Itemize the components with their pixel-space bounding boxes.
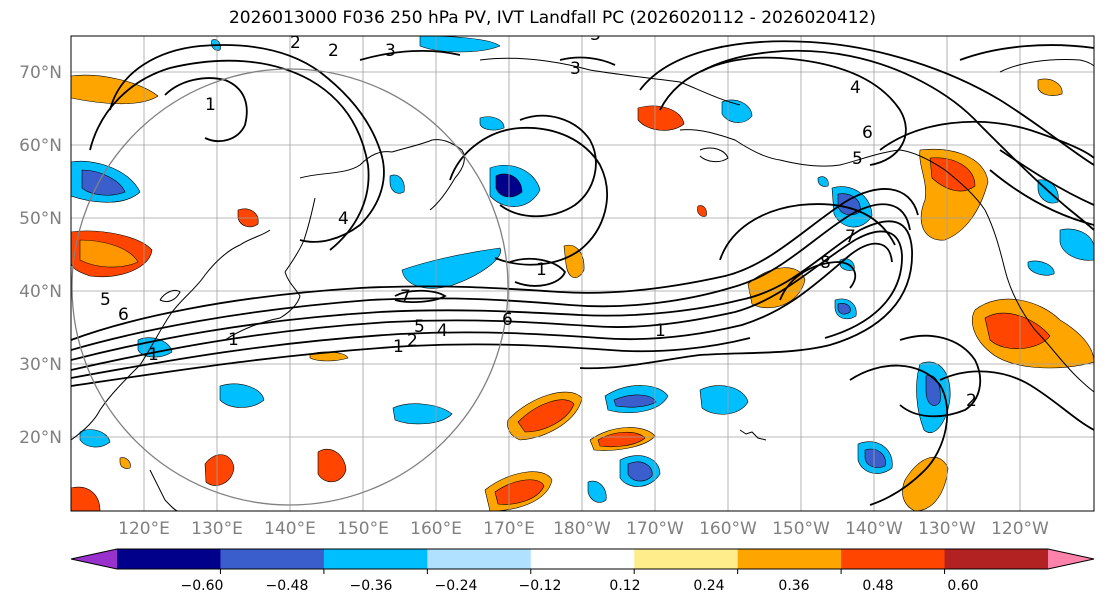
colorbar-swatch <box>634 549 739 569</box>
lon-label: 170°E <box>483 519 535 539</box>
map-title: 2026013000 F036 250 hPa PV, IVT Landfall… <box>228 8 876 28</box>
lon-label: 160°E <box>410 519 462 539</box>
lat-label: 70°N <box>19 63 62 83</box>
colorbar-swatch <box>220 549 325 569</box>
reference-circle <box>71 68 509 506</box>
contour-label: 1 <box>228 330 239 350</box>
contour-label: 4 <box>850 78 861 98</box>
pv-anomaly-fills <box>71 36 1094 511</box>
colorbar-outline <box>70 548 1095 570</box>
map-background <box>71 36 1094 511</box>
colorbar-tick-label: −0.36 <box>350 578 393 594</box>
contour-label: 1 <box>393 337 404 357</box>
contour-label: 2 <box>290 33 301 53</box>
colorbar-tick-label: 0.60 <box>947 578 978 594</box>
colorbar-tick-label: 0.48 <box>862 578 893 594</box>
contour-label: 2 <box>966 391 977 411</box>
contour-label: 5 <box>414 317 425 337</box>
colorbar-swatch <box>323 549 428 569</box>
colorbar-swatch <box>841 549 946 569</box>
lat-label: 50°N <box>19 209 62 229</box>
colorbar-extend-low <box>71 549 117 569</box>
colorbar-tick-label: 0.12 <box>609 578 640 594</box>
colorbar-tick-label: −0.24 <box>435 578 478 594</box>
lat-label: 30°N <box>19 355 62 375</box>
lon-label: 120°W <box>991 519 1049 539</box>
lon-label: 180°W <box>553 519 611 539</box>
lat-label: 20°N <box>19 428 62 448</box>
lon-label: 170°W <box>626 519 684 539</box>
colorbar-tick-label: −0.12 <box>519 578 562 594</box>
contour-label: 6 <box>862 123 873 143</box>
latitude-labels: 70°N 60°N 50°N 40°N 30°N 20°N <box>19 63 62 448</box>
colorbar-swatch <box>530 549 635 569</box>
contour-label: 2 <box>328 41 339 61</box>
contour-label: 7 <box>845 227 856 247</box>
lon-label: 140°W <box>845 519 903 539</box>
contour-label: 3 <box>570 59 581 79</box>
coastlines <box>71 57 1094 511</box>
longitude-labels: 120°E 130°E 140°E 150°E 160°E 170°E 180°… <box>118 519 1049 539</box>
colorbar-ticks: −0.60 −0.48 −0.36 −0.24 −0.12 0.12 0.24 … <box>181 578 979 594</box>
contour-label: 8 <box>820 253 831 273</box>
contour-label: 1 <box>205 95 216 115</box>
contour-label: 7 <box>400 287 411 307</box>
pv-contours <box>71 40 1094 506</box>
lon-label: 120°E <box>118 519 170 539</box>
lon-label: 160°W <box>699 519 757 539</box>
contour-labels: 1 2 3 3 4 5 6 1 4 5 6 7 7 8 1 1 2 5 4 6 … <box>100 25 977 411</box>
lon-label: 140°E <box>264 519 316 539</box>
lon-label: 150°E <box>337 519 389 539</box>
contour-label: 1 <box>148 345 159 365</box>
colorbar-swatch <box>117 549 221 569</box>
lon-label: 130°W <box>918 519 976 539</box>
contour-label: 2 <box>407 331 418 351</box>
colorbar-tick-label: 0.24 <box>693 578 724 594</box>
colorbar-extend-high <box>1048 549 1094 569</box>
contour-label: 4 <box>338 209 349 229</box>
colorbar-tick-label: 0.36 <box>778 578 809 594</box>
contour-label: 5 <box>100 290 111 310</box>
colorbar-tick-label: −0.48 <box>266 578 309 594</box>
contour-label: 1 <box>536 260 547 280</box>
lat-label: 40°N <box>19 282 62 302</box>
graticule <box>71 36 1094 511</box>
colorbar <box>70 548 1095 574</box>
colorbar-tick-label: −0.60 <box>181 578 224 594</box>
map-frame <box>70 35 1095 512</box>
contour-label: 6 <box>502 310 513 330</box>
colorbar-swatch <box>737 549 842 569</box>
colorbar-swatch <box>427 549 532 569</box>
contour-label: 3 <box>590 25 601 45</box>
contour-label: 3 <box>385 41 396 61</box>
lon-label: 150°W <box>772 519 830 539</box>
contour-label: 6 <box>118 305 129 325</box>
lon-label: 130°E <box>191 519 243 539</box>
lat-label: 60°N <box>19 136 62 156</box>
contour-label: 1 <box>655 321 666 341</box>
colorbar-swatch <box>944 549 1049 569</box>
contour-label: 4 <box>437 321 448 341</box>
contour-label: 5 <box>852 149 863 169</box>
